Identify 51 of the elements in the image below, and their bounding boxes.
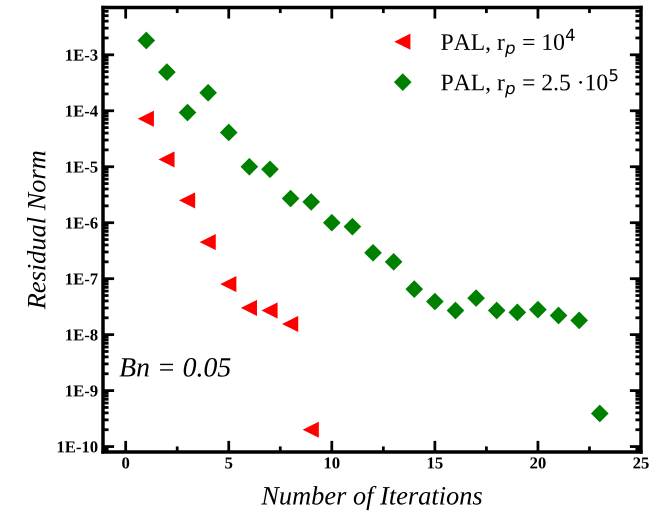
point	[221, 276, 236, 292]
x-tick-label: 15	[428, 457, 443, 469]
y-tick-label: 1E-10	[58, 441, 98, 453]
point	[138, 32, 155, 50]
point	[178, 104, 196, 122]
point	[180, 192, 196, 208]
point	[158, 64, 176, 81]
point	[282, 316, 298, 332]
point	[446, 302, 464, 320]
annotation: Bn = 0.05	[119, 358, 230, 377]
x-tick-label: 5	[225, 458, 232, 469]
legend-label: PAL, r$_{p}$ = 10$^{4}$	[441, 28, 575, 58]
point	[242, 300, 257, 316]
x-tick-label: 25	[633, 457, 649, 469]
legend-label: PAL, r$_{p}$ = 2.5 ·10$^{5}$	[441, 69, 618, 98]
point	[550, 306, 568, 324]
x-tick-label: 0	[122, 457, 130, 469]
point	[529, 301, 546, 318]
y-tick-label: 1E-6	[66, 217, 98, 229]
point	[364, 244, 382, 262]
y-axis-title: Residual Norm	[26, 151, 46, 310]
point	[508, 304, 526, 321]
point	[468, 290, 485, 307]
point	[220, 124, 238, 141]
point	[262, 302, 278, 318]
x-axis-title: Number of Iterations	[261, 486, 482, 510]
point	[282, 190, 300, 208]
point	[344, 218, 361, 236]
point	[323, 214, 340, 232]
point	[138, 111, 154, 126]
x-tick-label: 10	[324, 457, 340, 469]
y-tick-label: 1E-4	[66, 106, 98, 117]
point	[304, 422, 319, 438]
point	[406, 280, 423, 298]
y-tick-label: 1E-3	[66, 50, 98, 61]
point	[426, 293, 444, 310]
y-tick-label: 1E-7	[66, 273, 98, 284]
y-tick-label: 1E-9	[66, 385, 98, 397]
point	[159, 152, 175, 168]
x-tick-label: 20	[530, 457, 546, 469]
point	[261, 160, 279, 178]
point	[200, 234, 216, 250]
y-tick-label: 1E-5	[66, 162, 98, 173]
point	[488, 302, 506, 320]
point	[240, 158, 258, 176]
point	[200, 84, 217, 102]
point	[302, 193, 320, 210]
point	[385, 253, 402, 270]
point	[570, 312, 588, 329]
y-tick-label: 1E-8	[66, 329, 98, 341]
point	[591, 404, 608, 422]
